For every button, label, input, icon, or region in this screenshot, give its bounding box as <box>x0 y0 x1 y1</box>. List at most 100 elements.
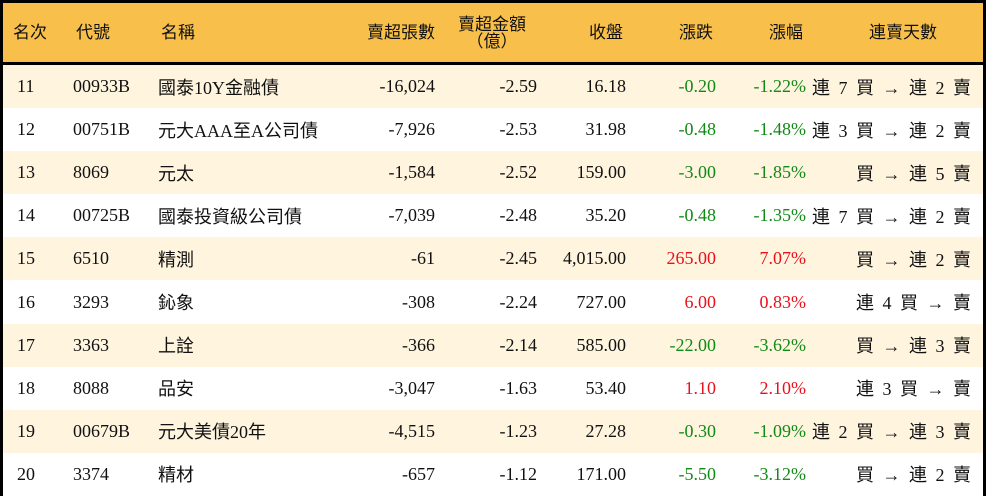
cell-change-pct: 0.83% <box>759 291 807 312</box>
cell-change-pct: -1.85% <box>753 162 807 183</box>
cell-rank: 20 <box>17 463 35 484</box>
cell-name[interactable]: 上詮 <box>158 336 194 357</box>
cell-sell-amount: -2.14 <box>499 334 538 355</box>
cell-sell-volume: -7,039 <box>388 205 436 226</box>
cell-close: 171.00 <box>576 463 627 484</box>
cell-sell-streak: 連 2 買 → 連 3 賣 <box>812 422 973 443</box>
table-row[interactable]: 15 6510 精測 -61 -2.45 4,015.00 265.00 7.0… <box>3 237 983 281</box>
cell-close: 159.00 <box>576 162 627 183</box>
cell-sell-streak: 買 → 連 5 賣 <box>856 163 973 184</box>
cell-name[interactable]: 國泰10Y金融債 <box>158 77 279 98</box>
cell-code[interactable]: 00725B <box>73 205 131 226</box>
cell-change-pct: 2.10% <box>759 377 807 398</box>
cell-change: 265.00 <box>666 248 717 269</box>
cell-change-pct: -1.09% <box>753 420 807 441</box>
cell-sell-volume: -7,926 <box>388 119 436 140</box>
cell-change: -5.50 <box>678 463 717 484</box>
cell-sell-streak: 買 → 連 2 賣 <box>856 465 973 486</box>
cell-sell-streak: 連 3 買 → 賣 <box>856 379 973 400</box>
cell-close: 53.40 <box>585 377 627 398</box>
header-sell-amount[interactable]: 賣超金額 （億） <box>451 3 533 62</box>
cell-rank: 17 <box>17 334 35 355</box>
cell-name[interactable]: 元大美債20年 <box>158 422 266 443</box>
cell-rank: 11 <box>17 76 35 97</box>
table-row[interactable]: 12 00751B 元大AAA至A公司債 -7,926 -2.53 31.98 … <box>3 108 983 152</box>
cell-sell-volume: -61 <box>411 248 435 269</box>
table-header: 名次 代號 名稱 賣超張數 賣超金額 （億） 收盤 漲跌 漲幅 連賣天數 <box>3 3 983 65</box>
cell-code[interactable]: 00751B <box>73 119 131 140</box>
cell-change-pct: 7.07% <box>759 248 807 269</box>
table-row[interactable]: 13 8069 元太 -1,584 -2.52 159.00 -3.00 -1.… <box>3 151 983 195</box>
cell-sell-streak: 連 7 買 → 連 2 賣 <box>812 206 973 227</box>
header-change-pct[interactable]: 漲幅 <box>769 23 803 42</box>
table-row[interactable]: 16 3293 鈊象 -308 -2.24 727.00 6.00 0.83% … <box>3 280 983 324</box>
header-name[interactable]: 名稱 <box>161 23 195 42</box>
cell-change-pct: -1.22% <box>753 76 807 97</box>
table-row[interactable]: 17 3363 上詮 -366 -2.14 585.00 -22.00 -3.6… <box>3 323 983 367</box>
header-sell-amount-line1: 賣超金額 <box>458 14 526 34</box>
cell-code[interactable]: 8088 <box>73 377 109 398</box>
cell-name[interactable]: 品安 <box>158 379 194 400</box>
table-row[interactable]: 14 00725B 國泰投資級公司債 -7,039 -2.48 35.20 -0… <box>3 194 983 238</box>
cell-rank: 15 <box>17 248 35 269</box>
cell-rank: 16 <box>17 291 35 312</box>
cell-sell-streak: 買 → 連 3 賣 <box>856 336 973 357</box>
cell-name[interactable]: 元大AAA至A公司債 <box>158 120 318 141</box>
header-sell-streak[interactable]: 連賣天數 <box>869 23 937 42</box>
header-sell-volume[interactable]: 賣超張數 <box>367 23 435 42</box>
cell-sell-volume: -657 <box>402 463 435 484</box>
cell-sell-amount: -2.24 <box>499 291 538 312</box>
cell-change: -0.48 <box>678 119 717 140</box>
cell-sell-amount: -2.53 <box>499 119 538 140</box>
cell-rank: 12 <box>17 119 35 140</box>
table-body: 11 00933B 國泰10Y金融債 -16,024 -2.59 16.18 -… <box>3 65 983 496</box>
cell-rank: 19 <box>17 420 35 441</box>
header-close[interactable]: 收盤 <box>589 23 623 42</box>
cell-sell-volume: -4,515 <box>388 420 436 441</box>
cell-change: -0.30 <box>678 420 717 441</box>
cell-code[interactable]: 3374 <box>73 463 109 484</box>
cell-name[interactable]: 精材 <box>158 465 194 486</box>
cell-name[interactable]: 鈊象 <box>158 293 194 314</box>
table-row[interactable]: 11 00933B 國泰10Y金融債 -16,024 -2.59 16.18 -… <box>3 65 983 109</box>
cell-code[interactable]: 3363 <box>73 334 109 355</box>
cell-sell-streak: 連 4 買 → 賣 <box>856 293 973 314</box>
cell-code[interactable]: 8069 <box>73 162 109 183</box>
table-row[interactable]: 18 8088 品安 -3,047 -1.63 53.40 1.10 2.10%… <box>3 366 983 410</box>
cell-close: 4,015.00 <box>563 248 626 269</box>
cell-close: 727.00 <box>576 291 627 312</box>
cell-code[interactable]: 3293 <box>73 291 109 312</box>
header-code[interactable]: 代號 <box>76 23 110 42</box>
cell-change: -0.20 <box>678 76 717 97</box>
cell-sell-streak: 買 → 連 2 賣 <box>856 249 973 270</box>
cell-sell-volume: -3,047 <box>388 377 436 398</box>
cell-name[interactable]: 精測 <box>158 249 194 270</box>
cell-close: 31.98 <box>585 119 627 140</box>
cell-change: 6.00 <box>684 291 717 312</box>
cell-code[interactable]: 6510 <box>73 248 109 269</box>
cell-sell-volume: -1,584 <box>388 162 436 183</box>
cell-change-pct: -1.48% <box>753 119 807 140</box>
table-row[interactable]: 19 00679B 元大美債20年 -4,515 -1.23 27.28 -0.… <box>3 409 983 453</box>
cell-code[interactable]: 00679B <box>73 420 131 441</box>
cell-close: 27.28 <box>585 420 627 441</box>
cell-name[interactable]: 元太 <box>158 163 194 184</box>
cell-sell-amount: -2.52 <box>499 162 538 183</box>
cell-change-pct: -3.62% <box>753 334 807 355</box>
header-rank[interactable]: 名次 <box>13 23 47 42</box>
cell-rank: 14 <box>17 205 35 226</box>
header-sell-amount-line2: （億） <box>466 31 518 51</box>
cell-sell-amount: -2.45 <box>499 248 538 269</box>
header-change[interactable]: 漲跌 <box>679 23 713 42</box>
cell-name[interactable]: 國泰投資級公司債 <box>158 206 302 227</box>
cell-rank: 18 <box>17 377 35 398</box>
cell-change-pct: -1.35% <box>753 205 807 226</box>
cell-change: -3.00 <box>678 162 717 183</box>
cell-code[interactable]: 00933B <box>73 76 131 97</box>
cell-change: 1.10 <box>684 377 717 398</box>
cell-close: 35.20 <box>585 205 627 226</box>
cell-sell-amount: -2.59 <box>499 76 538 97</box>
table-row[interactable]: 20 3374 精材 -657 -1.12 171.00 -5.50 -3.12… <box>3 452 983 496</box>
cell-change-pct: -3.12% <box>753 463 807 484</box>
